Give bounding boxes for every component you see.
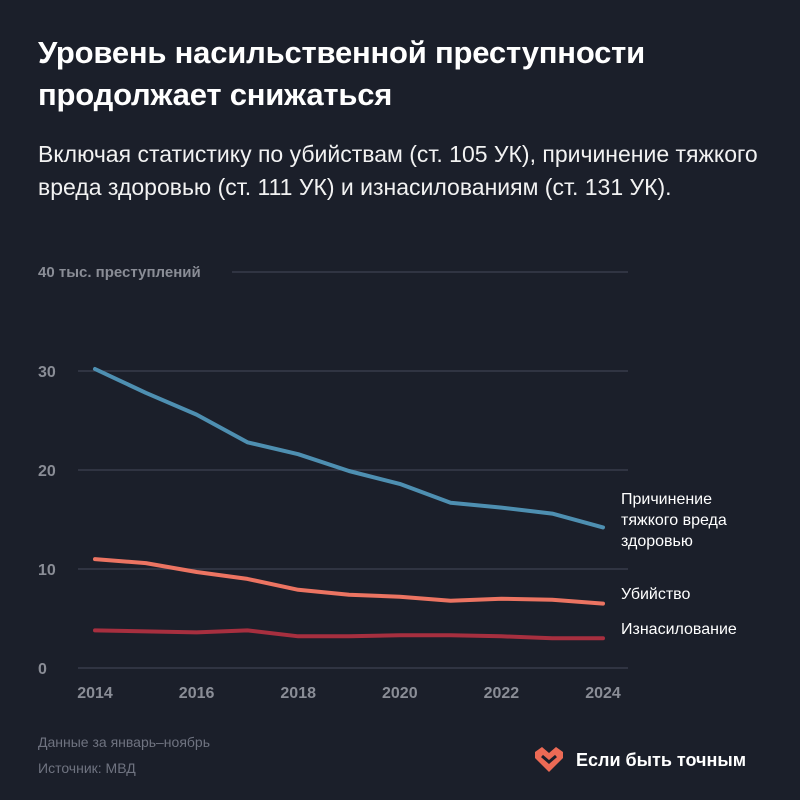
x-tick-label-2016: 2016 [179, 685, 215, 702]
series-label-rape-1: Изнасилование [621, 621, 737, 638]
data-period-note: Данные за январь–ноябрь [38, 734, 211, 750]
series-line-rape [93, 628, 605, 641]
series-line-murder [93, 557, 605, 606]
y-tick-label-0: 0 [38, 661, 47, 678]
series-label-harm-2: тяжкого вреда [621, 512, 727, 529]
series-line-harm [93, 367, 605, 530]
brand-heart-icon [535, 747, 563, 772]
x-tick-label-2018: 2018 [280, 685, 316, 702]
line-chart: 40 тыс. преступлений 0 10 20 30 2014 2016 2018 2… [38, 264, 737, 702]
series-label-harm-1: Причинение [621, 491, 712, 508]
brand-logo: Если быть точным [532, 746, 746, 774]
y-tick-label-30: 30 [38, 364, 56, 381]
chart-subtitle: Включая статистику по убийствам (ст. 105… [38, 141, 758, 200]
y-axis-unit-label: 40 тыс. преступлений [38, 264, 201, 281]
y-tick-label-20: 20 [38, 463, 56, 480]
chart-title: Уровень насильственной преступности прод… [38, 35, 646, 112]
x-tick-label-2014: 2014 [77, 685, 113, 702]
brand-name: Если быть точным [576, 749, 747, 770]
series-label-harm-3: здоровью [621, 533, 693, 550]
series-label-murder-1: Убийство [621, 586, 691, 603]
x-tick-label-2020: 2020 [382, 685, 418, 702]
x-tick-label-2024: 2024 [585, 685, 621, 702]
source-note: Источник: МВД [38, 760, 136, 776]
y-tick-label-10: 10 [38, 562, 56, 579]
x-tick-label-2022: 2022 [484, 685, 520, 702]
